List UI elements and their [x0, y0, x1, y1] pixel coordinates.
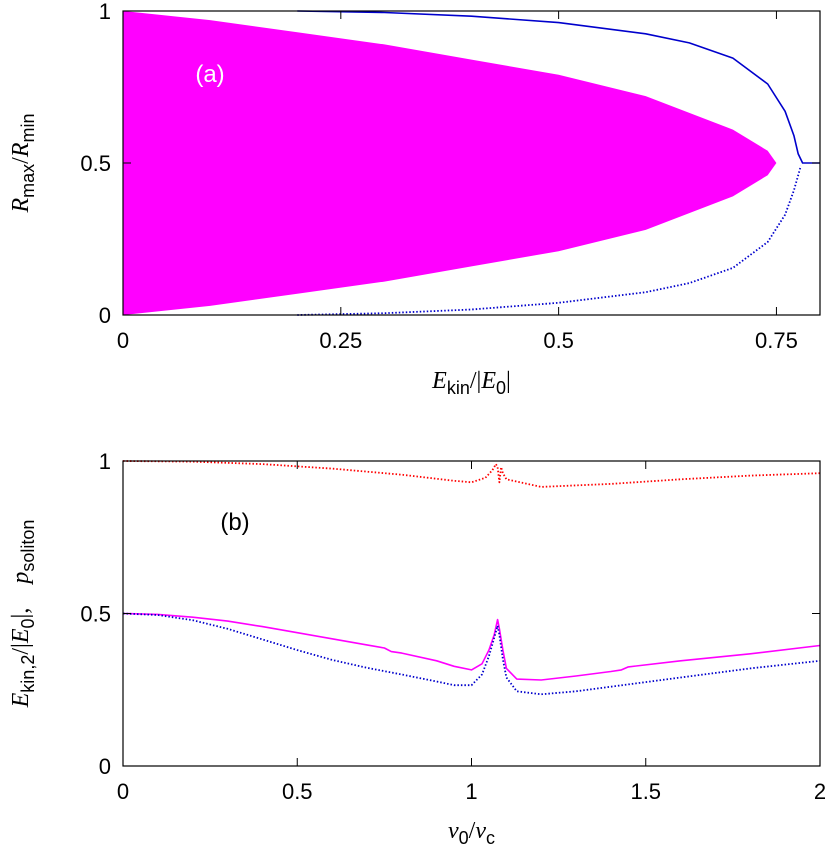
plot-area — [122, 460, 821, 696]
lower-curve — [297, 165, 802, 316]
label-part-sub: max — [18, 164, 38, 198]
label-part-sub2: min — [18, 113, 38, 142]
label-part-sub: kin — [447, 378, 470, 398]
panel-label: (b) — [220, 509, 249, 536]
x-tick-label: 1 — [465, 779, 477, 804]
y-axis-label: Ekin,2/|E0|, psoliton — [8, 520, 38, 709]
x-tick-label: 1.5 — [630, 779, 661, 804]
label-part-var3: p — [8, 572, 34, 586]
label-part-tail: |, — [8, 584, 34, 619]
label-part-mid: / — [8, 157, 34, 164]
y-tick-label: 1 — [99, 0, 111, 24]
label-part-var2: v — [475, 818, 486, 844]
x-tick-label: 0.75 — [755, 328, 798, 353]
label-part-sub3: soliton — [18, 520, 38, 572]
x-tick-label: 0.25 — [319, 328, 362, 353]
label-part-sub2: 0 — [18, 618, 38, 628]
y-tick-label: 1 — [99, 449, 111, 474]
label-part-var: R — [8, 198, 34, 214]
filled-region — [123, 11, 777, 315]
label-part-var: E — [431, 368, 447, 394]
x-axis-label: Ekin/|E0| — [431, 368, 511, 398]
y-tick-label: 0.5 — [80, 151, 111, 176]
x-axis-label: v0/vc — [448, 818, 495, 848]
x-tick-label: 2 — [814, 779, 826, 804]
label-part-sub: kin,2 — [18, 655, 38, 693]
label-part-rest: /| — [470, 368, 481, 394]
label-part-var: E — [8, 692, 34, 708]
label-part-mid: /| — [8, 643, 34, 654]
y-axis-label: Rmax/Rmin — [8, 113, 38, 213]
label-part-sub2: c — [486, 828, 495, 848]
label-part-var2: R — [8, 142, 34, 158]
upper-curve — [297, 10, 820, 164]
label-part-rest: / — [469, 818, 476, 844]
x-tick-label: 0 — [117, 779, 129, 804]
y-tick-label: 0 — [99, 303, 111, 328]
plot-area — [123, 10, 820, 316]
series-line-2 — [122, 612, 821, 696]
plot-frame — [122, 460, 821, 767]
label-part-var2: E — [480, 368, 496, 394]
series-line-0 — [122, 460, 821, 488]
label-part-tail: | — [506, 368, 511, 394]
x-tick-label: 0.5 — [282, 779, 313, 804]
panel-label: (a) — [195, 61, 224, 88]
label-part-var2: E — [8, 628, 34, 644]
y-tick-label: 0.5 — [80, 602, 111, 627]
x-tick-label: 0 — [117, 328, 129, 353]
series-line-1 — [122, 612, 821, 681]
label-part-sub2: 0 — [496, 378, 506, 398]
label-part-sub: 0 — [459, 828, 469, 848]
x-tick-label: 0.5 — [543, 328, 574, 353]
label-part-var: v — [448, 818, 459, 844]
y-tick-label: 0 — [99, 754, 111, 779]
